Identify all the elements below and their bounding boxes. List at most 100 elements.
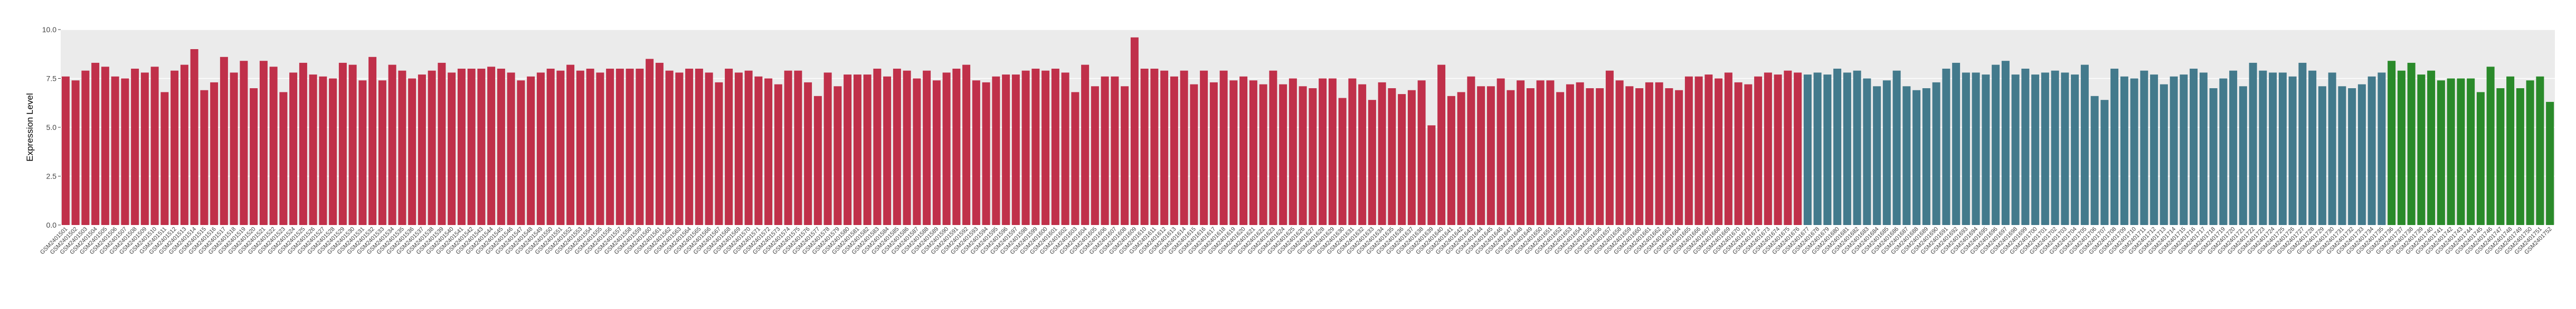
bar bbox=[2110, 69, 2119, 225]
bar bbox=[2041, 72, 2049, 225]
bar bbox=[1140, 69, 1149, 225]
bar bbox=[2506, 76, 2515, 226]
bar bbox=[804, 82, 812, 225]
bar bbox=[467, 69, 476, 225]
bar bbox=[1259, 84, 1267, 225]
bar bbox=[1694, 76, 1703, 226]
bar bbox=[1684, 76, 1693, 226]
bar bbox=[1190, 84, 1198, 225]
bar bbox=[1655, 82, 1663, 225]
bar bbox=[675, 72, 684, 225]
bar bbox=[1912, 90, 1921, 225]
bar bbox=[1645, 82, 1653, 225]
bar bbox=[863, 74, 872, 225]
bar bbox=[1219, 70, 1228, 225]
bar bbox=[1051, 69, 1059, 225]
bar bbox=[2288, 76, 2297, 226]
bar bbox=[1803, 74, 1812, 225]
bar bbox=[1348, 78, 1357, 225]
bar bbox=[1081, 64, 1090, 225]
bar bbox=[636, 69, 644, 225]
bar bbox=[626, 69, 634, 225]
bar bbox=[1754, 76, 1763, 226]
bar bbox=[438, 62, 446, 226]
bar bbox=[1170, 76, 1178, 226]
bar bbox=[972, 80, 980, 225]
bar bbox=[1378, 82, 1386, 225]
y-tick-label: 0.0 bbox=[46, 221, 57, 229]
bar bbox=[893, 69, 901, 225]
bar bbox=[2219, 78, 2228, 225]
bar bbox=[1061, 72, 1069, 225]
bar bbox=[2328, 72, 2336, 225]
bar bbox=[1338, 98, 1347, 225]
bar bbox=[1675, 90, 1683, 225]
bar bbox=[1517, 80, 1525, 225]
bar bbox=[230, 72, 238, 225]
bar bbox=[527, 76, 535, 226]
bar bbox=[606, 69, 614, 225]
bar bbox=[546, 69, 555, 225]
bar bbox=[586, 69, 594, 225]
bar bbox=[111, 76, 119, 226]
bar bbox=[448, 72, 456, 225]
bar bbox=[1863, 78, 1871, 225]
bar bbox=[1121, 86, 1129, 226]
bar bbox=[1447, 96, 1455, 225]
bar bbox=[160, 92, 169, 225]
bar bbox=[1586, 88, 1594, 225]
bar bbox=[1407, 90, 1416, 225]
bar bbox=[844, 74, 852, 225]
bar bbox=[1417, 80, 1426, 225]
bar bbox=[2476, 92, 2485, 225]
bar bbox=[823, 72, 832, 225]
bar bbox=[2437, 80, 2445, 225]
bar bbox=[1853, 70, 1861, 225]
bar bbox=[942, 72, 951, 225]
bar bbox=[1368, 100, 1376, 225]
bar bbox=[873, 69, 882, 225]
bar bbox=[734, 72, 743, 225]
bar bbox=[853, 74, 861, 225]
bar bbox=[1526, 88, 1535, 225]
bar bbox=[487, 67, 496, 226]
bar bbox=[2130, 78, 2138, 225]
bar bbox=[2061, 72, 2069, 225]
bar bbox=[1764, 72, 1772, 225]
bar bbox=[715, 82, 723, 225]
bar bbox=[279, 92, 288, 225]
bar bbox=[665, 70, 674, 225]
bar bbox=[2308, 70, 2317, 225]
bar bbox=[2190, 69, 2198, 225]
bar bbox=[923, 70, 931, 225]
bar bbox=[338, 62, 347, 226]
bar bbox=[517, 80, 525, 225]
bar bbox=[913, 78, 921, 225]
bar bbox=[1388, 88, 1396, 225]
bar bbox=[2378, 72, 2386, 225]
bar bbox=[2031, 74, 2040, 225]
bar bbox=[1556, 92, 1565, 225]
bar bbox=[1299, 86, 1307, 226]
bar bbox=[2160, 84, 2168, 225]
y-tick-label: 2.5 bbox=[46, 172, 57, 181]
bar bbox=[1279, 84, 1287, 225]
bar bbox=[2348, 88, 2356, 225]
bar bbox=[1823, 74, 1832, 225]
bar bbox=[1239, 76, 1248, 226]
bar bbox=[2417, 74, 2426, 225]
bar bbox=[536, 72, 545, 225]
bar bbox=[962, 64, 971, 225]
bar bbox=[140, 72, 149, 225]
bar bbox=[1002, 74, 1010, 225]
bar bbox=[1101, 76, 1109, 226]
bar bbox=[309, 74, 317, 225]
bar bbox=[2526, 80, 2534, 225]
bar bbox=[269, 67, 278, 226]
bar bbox=[646, 59, 654, 225]
bar bbox=[1021, 70, 1030, 225]
y-tick-label: 7.5 bbox=[46, 74, 57, 83]
bar bbox=[982, 82, 990, 225]
bar bbox=[1437, 64, 1446, 225]
bar bbox=[1477, 86, 1485, 226]
